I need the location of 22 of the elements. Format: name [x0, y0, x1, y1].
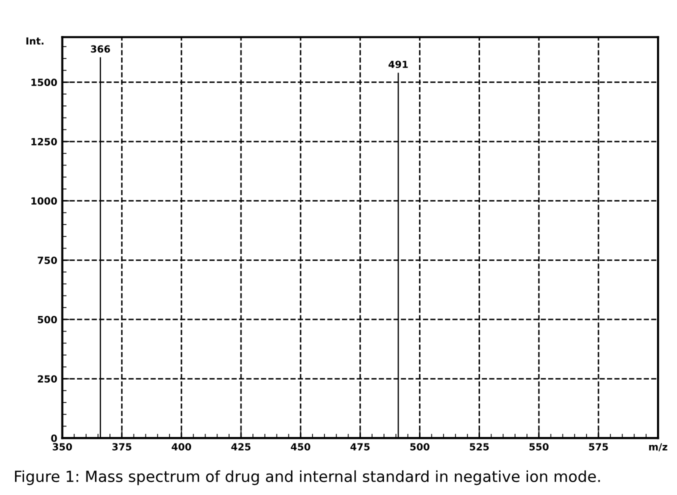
y-tick-label: 1250 — [31, 138, 57, 146]
x-tick-label: 350 — [52, 443, 72, 450]
x-tick-label: 375 — [112, 443, 132, 450]
y-tick-label: 1000 — [31, 197, 57, 205]
x-tick-label: 450 — [290, 443, 310, 450]
x-tick-label: 525 — [470, 443, 489, 450]
x-tick-label: 500 — [410, 443, 430, 450]
y-axis-title: Int. — [26, 37, 44, 45]
x-tick-label: 575 — [589, 443, 608, 450]
x-tick-label: 550 — [529, 443, 549, 450]
annotation: 491 — [388, 60, 408, 68]
x-tick-label: 425 — [231, 443, 250, 450]
y-tick-label: 750 — [38, 256, 57, 264]
y-tick-label: 0 — [51, 434, 57, 442]
annotation: 366 — [90, 45, 110, 53]
y-tick-label: 250 — [38, 375, 57, 383]
y-tick-label: 500 — [38, 316, 57, 324]
x-tick-label: 475 — [350, 443, 370, 450]
x-tick-label: 400 — [172, 443, 192, 450]
y-tick-label: 1500 — [31, 78, 57, 86]
caption: Figure 1: Mass spectrum of drug and internal standard in negative ion mode. — [15, 470, 600, 486]
x-tick-label: m/z — [649, 443, 668, 452]
